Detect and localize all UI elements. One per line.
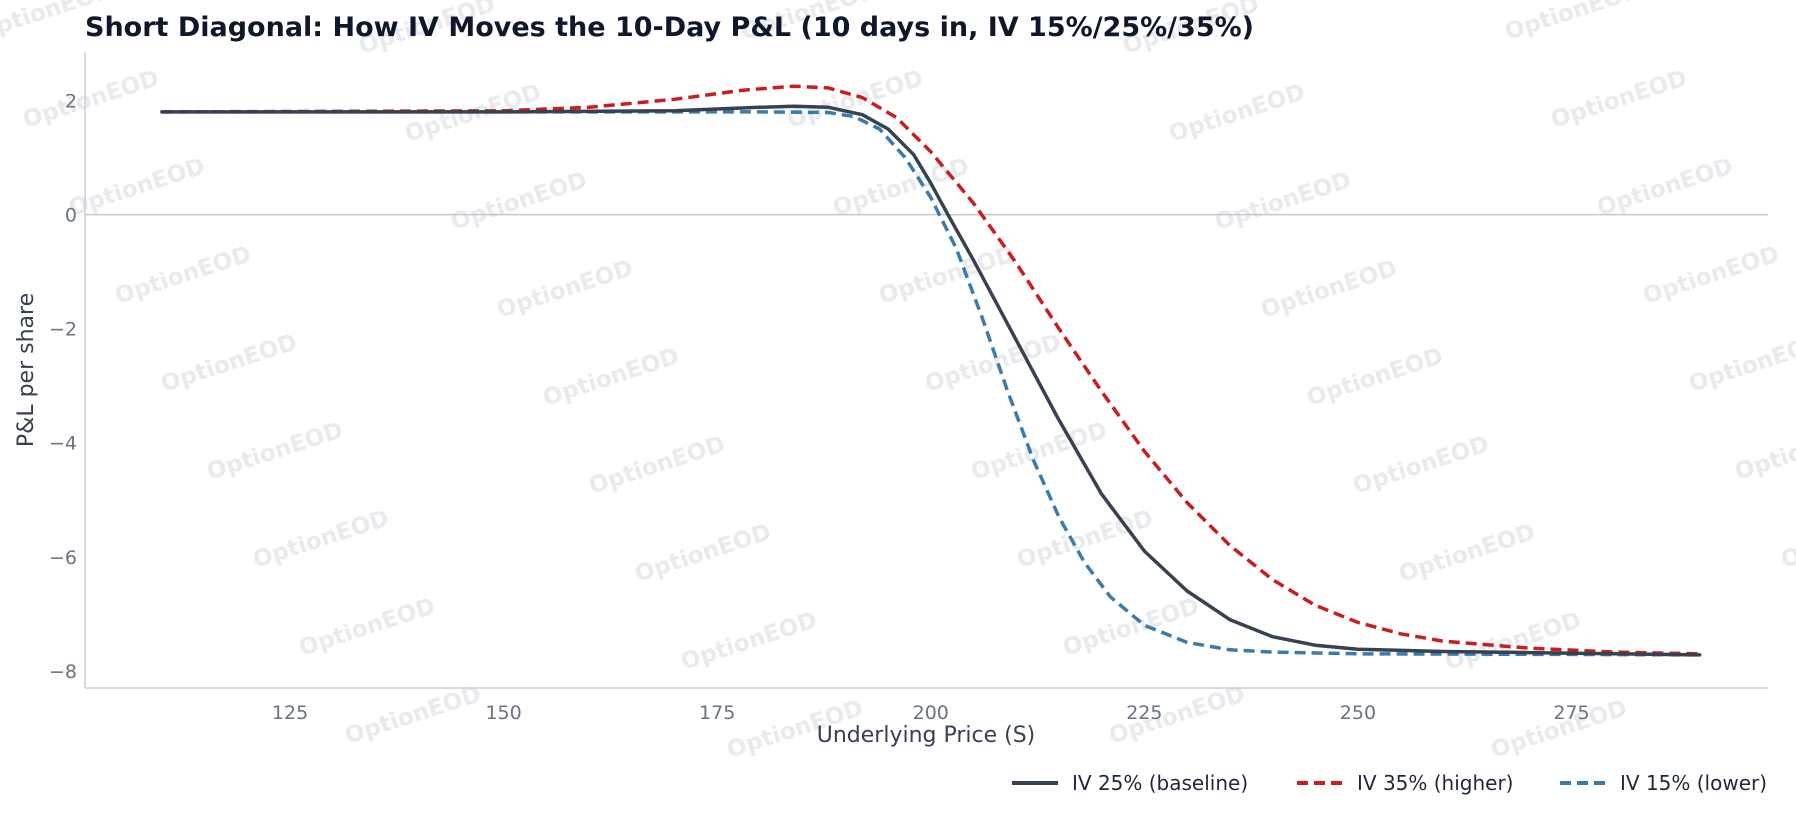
y-tick-label-minus-2: −2: [49, 319, 77, 341]
watermark-text-38: OptionEOD: [1442, 607, 1585, 675]
watermark-text-17: OptionEOD: [876, 241, 1019, 309]
x-tick-label-200: 200: [913, 702, 949, 724]
series-line-2: [161, 110, 1700, 657]
series-layer: [160, 84, 1702, 657]
watermark-text-21: OptionEOD: [540, 343, 683, 411]
watermark-text-12: OptionEOD: [830, 153, 973, 221]
y-tick-label-minus-8: −8: [49, 661, 77, 683]
legend-label-1: IV 35% (higher): [1357, 771, 1513, 795]
y-tick-label-minus-4: −4: [49, 433, 77, 455]
watermark-text-36: OptionEOD: [678, 607, 821, 675]
watermark-text-5: OptionEOD: [20, 65, 163, 133]
chart-title: Short Diagonal: How IV Moves the 10-Day …: [85, 12, 1254, 43]
y-axis-label: P&L per share: [14, 293, 39, 447]
watermark-text-34: OptionEOD: [1778, 505, 1796, 573]
x-tick-label-225: 225: [1126, 702, 1162, 724]
watermark-text-33: OptionEOD: [1396, 519, 1539, 587]
watermark-text-7: OptionEOD: [784, 65, 927, 133]
watermark-text-9: OptionEOD: [1548, 65, 1691, 133]
watermark-text-13: OptionEOD: [1212, 167, 1355, 235]
legend: IV 25% (baseline) IV 35% (higher) IV 15% (…: [1012, 771, 1767, 795]
watermark-text-30: OptionEOD: [250, 505, 393, 573]
watermark-text-10: OptionEOD: [66, 153, 209, 221]
watermark-text-18: OptionEOD: [1258, 255, 1401, 323]
y-tick-label-minus-6: −6: [49, 547, 77, 569]
y-tick-label-0: 0: [65, 205, 77, 227]
x-tick-label-125: 125: [272, 702, 308, 724]
watermark-text-19: OptionEOD: [1640, 241, 1783, 309]
watermark-text-15: OptionEOD: [112, 241, 255, 309]
watermark-text-26: OptionEOD: [586, 431, 729, 499]
watermark-text-16: OptionEOD: [494, 255, 637, 323]
watermark-text-24: OptionEOD: [1686, 329, 1796, 397]
x-tick-label-250: 250: [1340, 702, 1376, 724]
watermark-text-29: OptionEOD: [1732, 417, 1796, 485]
watermark-text-4: OptionEOD: [1502, 0, 1645, 46]
series-line-0: [160, 104, 1702, 657]
watermark-text-25: OptionEOD: [204, 417, 347, 485]
watermark-text-14: OptionEOD: [1594, 153, 1737, 221]
watermark-text-37: OptionEOD: [1060, 593, 1203, 661]
x-tick-label-275: 275: [1553, 702, 1589, 724]
watermark-text-31: OptionEOD: [632, 519, 775, 587]
x-axis-label: Underlying Price (S): [817, 723, 1036, 748]
watermark-text-28: OptionEOD: [1350, 431, 1493, 499]
legend-label-0: IV 25% (baseline): [1072, 771, 1248, 795]
x-tick-label-175: 175: [699, 702, 735, 724]
watermark-text-20: OptionEOD: [158, 329, 301, 397]
axes: 125 150 175 200 225 250 275 −8 −6 −4 −2 0 2: [49, 52, 1768, 724]
watermark-text-40: OptionEOD: [342, 681, 485, 749]
watermark-text-23: OptionEOD: [1304, 343, 1447, 411]
watermark-text-8: OptionEOD: [1166, 79, 1309, 147]
watermark-text-11: OptionEOD: [448, 167, 591, 235]
watermark-text-35: OptionEOD: [296, 593, 439, 661]
legend-label-2: IV 15% (lower): [1620, 771, 1767, 795]
x-tick-label-150: 150: [485, 702, 521, 724]
series-line-1: [161, 84, 1700, 656]
y-tick-label-2: 2: [65, 90, 77, 112]
